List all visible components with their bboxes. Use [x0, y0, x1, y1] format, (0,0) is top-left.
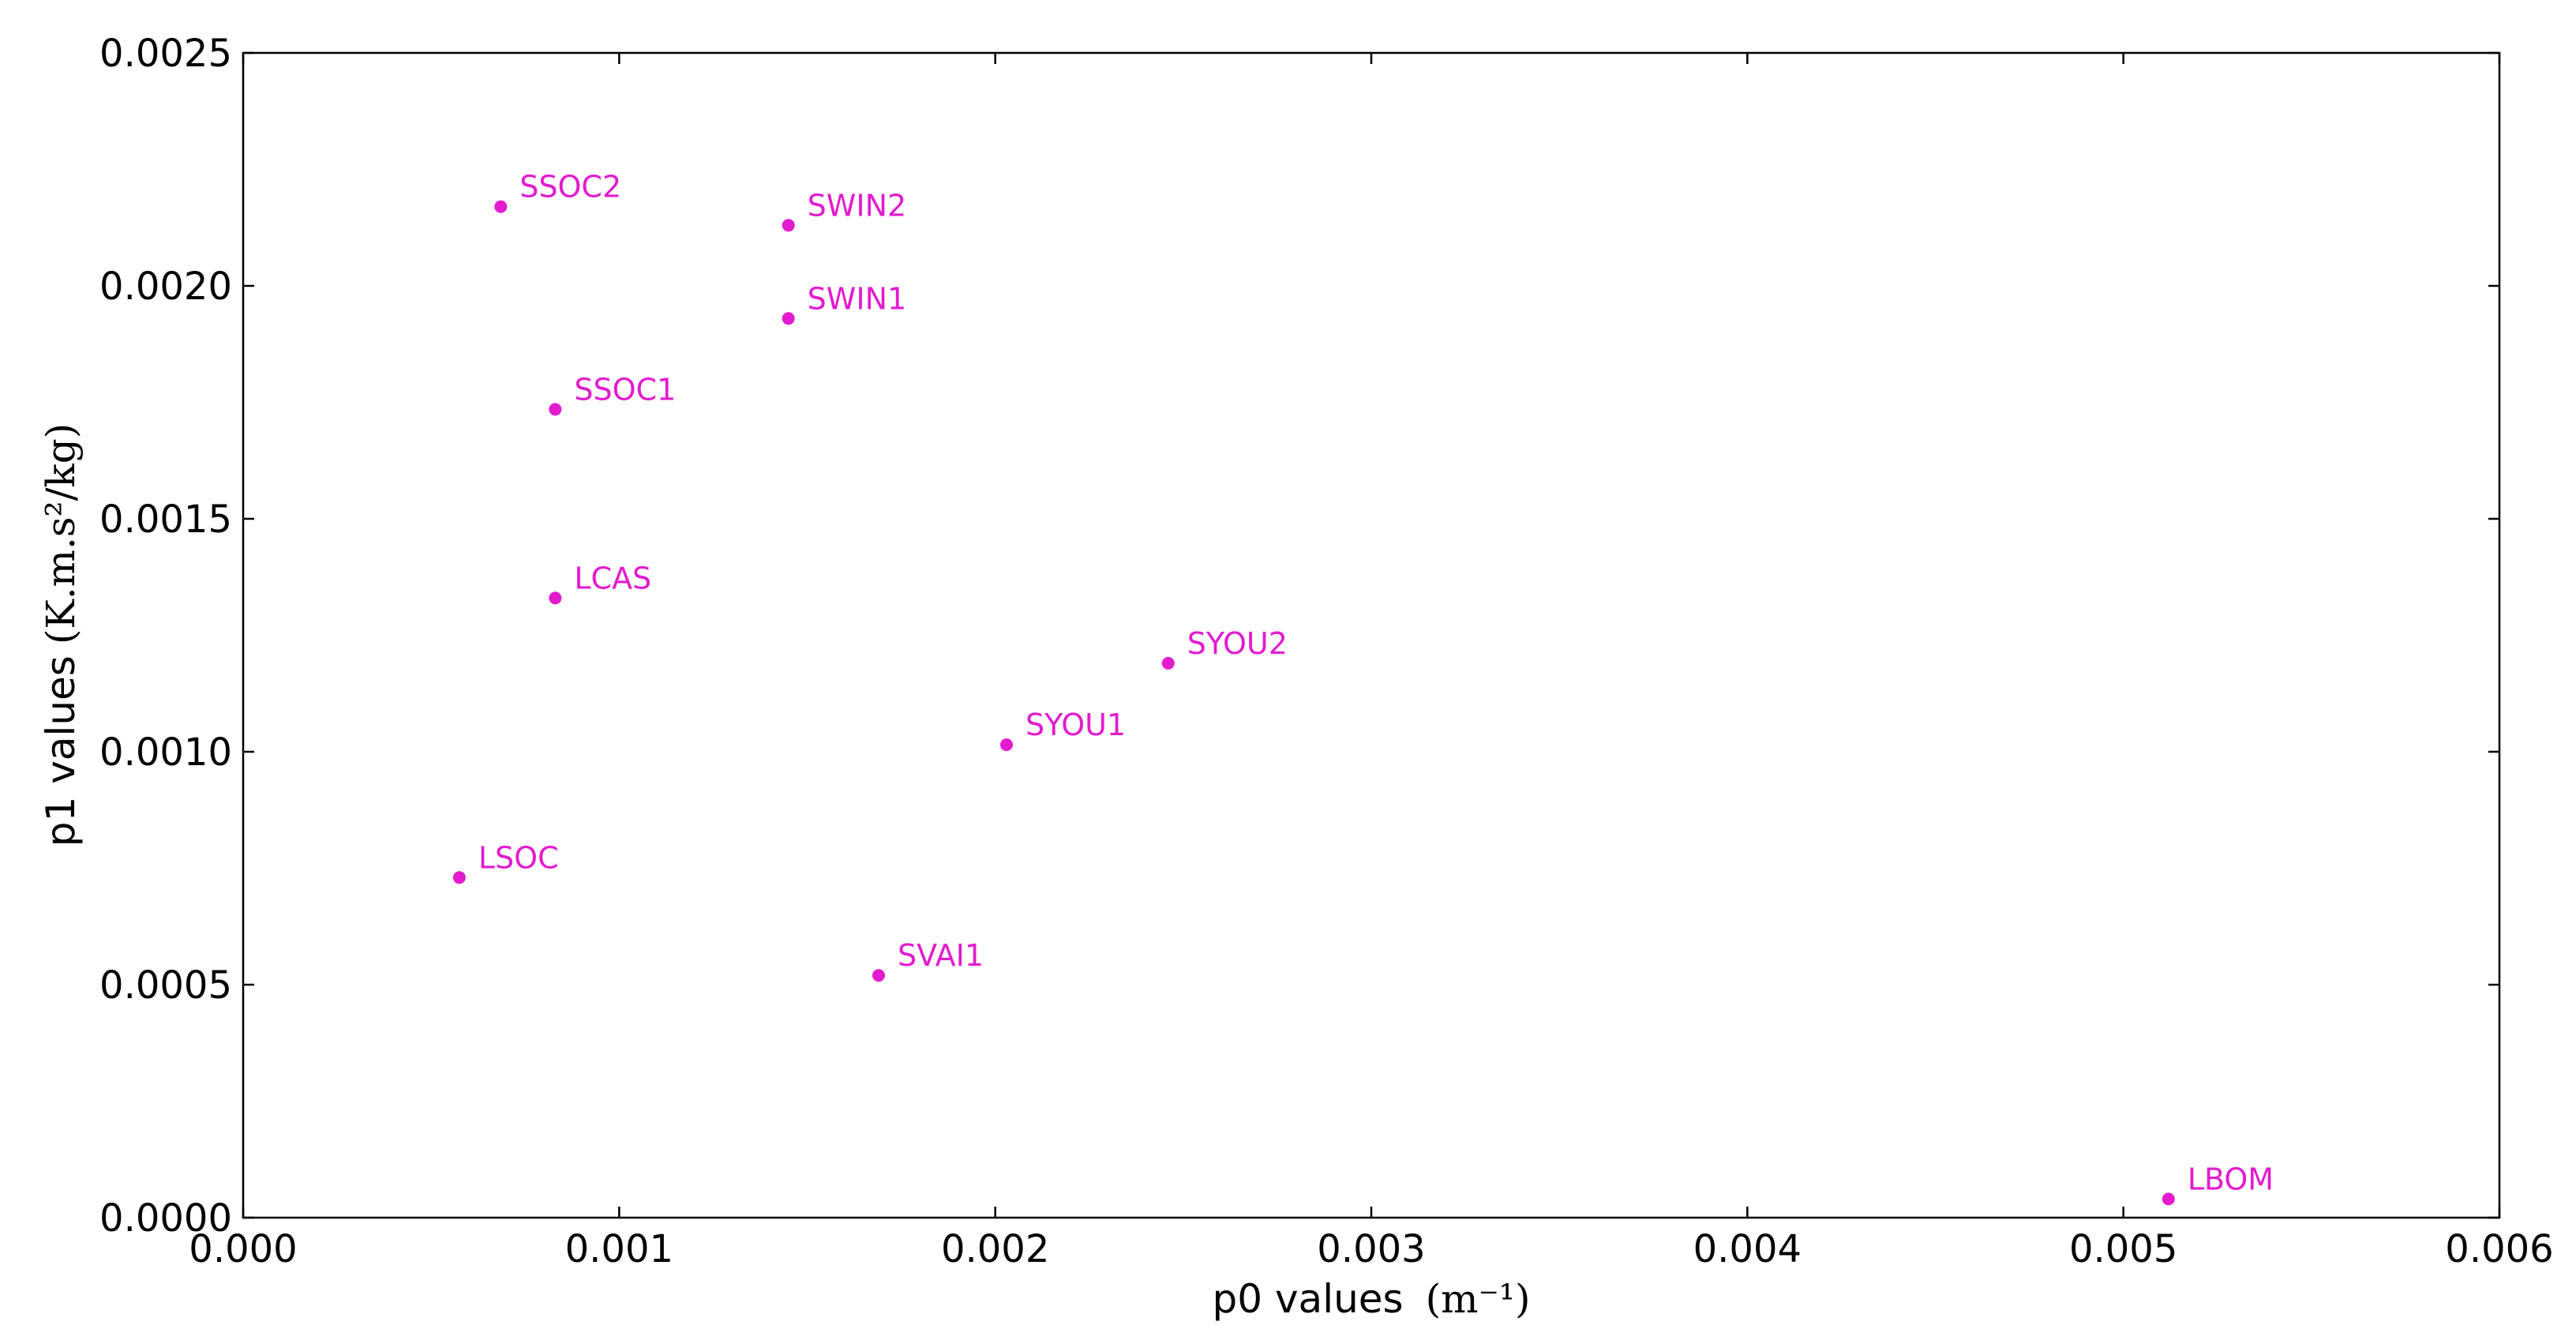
- data-point-label: SSOC2: [519, 170, 621, 205]
- data-point: [549, 591, 562, 605]
- data-point: [782, 219, 795, 232]
- data-point-label: LSOC: [478, 840, 559, 875]
- data-points: SSOC2 SWIN2 SWIN1 SSOC1 LCAS SYOU2 SYOU1 LSOC SV…: [452, 170, 2274, 1206]
- y-tick-label: 0.0005: [99, 963, 232, 1008]
- y-axis-label: p1 values (K.m.s²/kg): [38, 423, 84, 847]
- data-point-label: LBOM: [2188, 1162, 2274, 1196]
- x-tick-label: 0.002: [941, 1227, 1049, 1271]
- data-point-label: SWIN2: [808, 188, 907, 223]
- x-tick-label: 0.005: [2069, 1227, 2177, 1271]
- data-point-label: LCAS: [574, 561, 651, 595]
- x-tick-label: 0.000: [189, 1227, 297, 1271]
- x-axis-label-text: p0 values: [1213, 1276, 1404, 1322]
- data-point-label: SYOU1: [1026, 708, 1126, 742]
- y-axis-unit: (K.m.s²/kg): [38, 423, 84, 644]
- data-point: [452, 871, 466, 884]
- y-axis-ticks: 0.0000 0.0005 0.0010 0.0015 0.0020 0.0025: [99, 32, 2499, 1241]
- y-axis-label-text: p1 values: [38, 655, 84, 847]
- data-point: [549, 403, 562, 416]
- data-point-label: SWIN1: [808, 281, 907, 316]
- data-point: [2162, 1192, 2175, 1206]
- data-point: [1161, 656, 1175, 670]
- y-tick-label: 0.0020: [99, 265, 232, 309]
- data-point: [872, 969, 886, 982]
- data-point: [782, 312, 795, 325]
- data-point-label: SVAI1: [898, 938, 984, 973]
- y-tick-label: 0.0025: [99, 32, 232, 76]
- y-tick-label: 0.0015: [99, 497, 232, 542]
- plot-area: [242, 51, 2501, 1219]
- x-tick-label: 0.006: [2445, 1227, 2553, 1271]
- y-tick-label: 0.0000: [99, 1196, 232, 1241]
- data-point-label: SSOC1: [574, 372, 676, 407]
- x-tick-label: 0.004: [1693, 1227, 1802, 1271]
- x-tick-label: 0.001: [565, 1227, 673, 1271]
- x-axis-ticks: 0.000 0.001 0.002 0.003 0.004 0.005 0.006: [189, 53, 2554, 1271]
- x-axis-label: p0 values (m⁻¹): [1213, 1276, 1531, 1322]
- y-tick-label: 0.0010: [99, 730, 232, 775]
- data-point: [494, 200, 508, 213]
- x-axis-unit: (m⁻¹): [1426, 1276, 1531, 1322]
- data-point: [999, 738, 1013, 752]
- x-tick-label: 0.003: [1317, 1227, 1425, 1271]
- data-point-label: SYOU2: [1187, 626, 1288, 661]
